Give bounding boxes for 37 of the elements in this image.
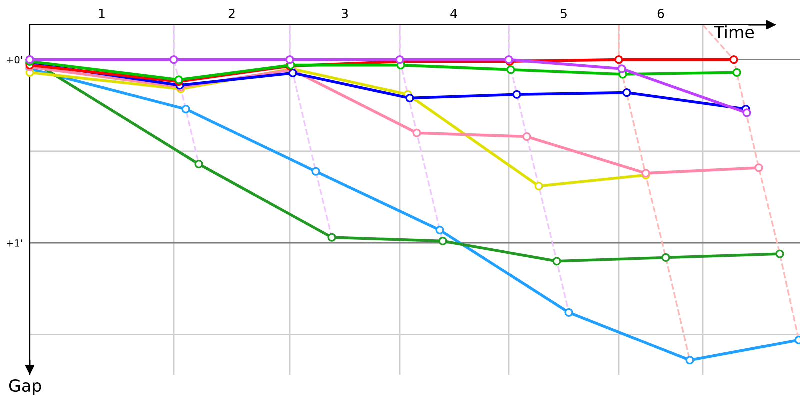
point [194, 160, 204, 169]
x-tick-label: 3 [342, 8, 348, 18]
point [506, 66, 516, 74]
point [730, 56, 738, 64]
point [286, 56, 294, 64]
point [754, 164, 764, 172]
point [288, 68, 298, 78]
point [534, 182, 544, 191]
x-tick-label: 1 [99, 9, 105, 18]
point [622, 88, 632, 98]
point [312, 167, 320, 176]
point [564, 308, 574, 318]
point [662, 253, 670, 262]
x-tick-label: 5 [560, 9, 567, 18]
x-tick-label: 4 [450, 9, 458, 18]
point [614, 56, 624, 64]
point [328, 233, 336, 242]
point [182, 104, 190, 114]
point [742, 108, 752, 118]
y-axis-title: Gap [9, 379, 42, 396]
point [406, 94, 414, 103]
point [512, 90, 522, 99]
point [438, 236, 448, 246]
point [686, 356, 694, 365]
point [522, 132, 532, 142]
x-tick-label: 6 [658, 8, 664, 18]
point [412, 128, 422, 138]
x-axis-title: Time [714, 26, 754, 39]
x-tick-label: 2 [228, 8, 235, 18]
point [618, 64, 626, 74]
y-tick-label: +0' [7, 56, 22, 64]
y-tick-label: +1' [7, 240, 22, 247]
point [170, 56, 178, 64]
point [436, 226, 444, 235]
point [776, 250, 784, 258]
point [732, 68, 742, 77]
point [552, 257, 562, 266]
